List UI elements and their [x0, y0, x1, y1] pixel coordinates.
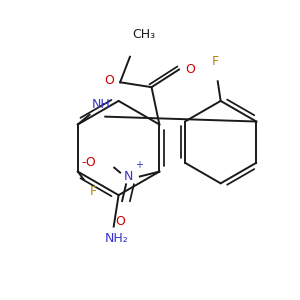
Text: -O: -O	[82, 156, 97, 169]
Text: F: F	[90, 185, 97, 198]
Text: F: F	[212, 55, 219, 68]
Text: NH₂: NH₂	[105, 232, 128, 245]
Text: NH: NH	[92, 98, 110, 111]
Text: CH₃: CH₃	[132, 28, 155, 41]
Text: N: N	[123, 170, 133, 183]
Text: O: O	[104, 74, 114, 87]
Text: O: O	[185, 63, 195, 76]
Text: +: +	[135, 160, 143, 170]
Text: O: O	[115, 215, 125, 228]
